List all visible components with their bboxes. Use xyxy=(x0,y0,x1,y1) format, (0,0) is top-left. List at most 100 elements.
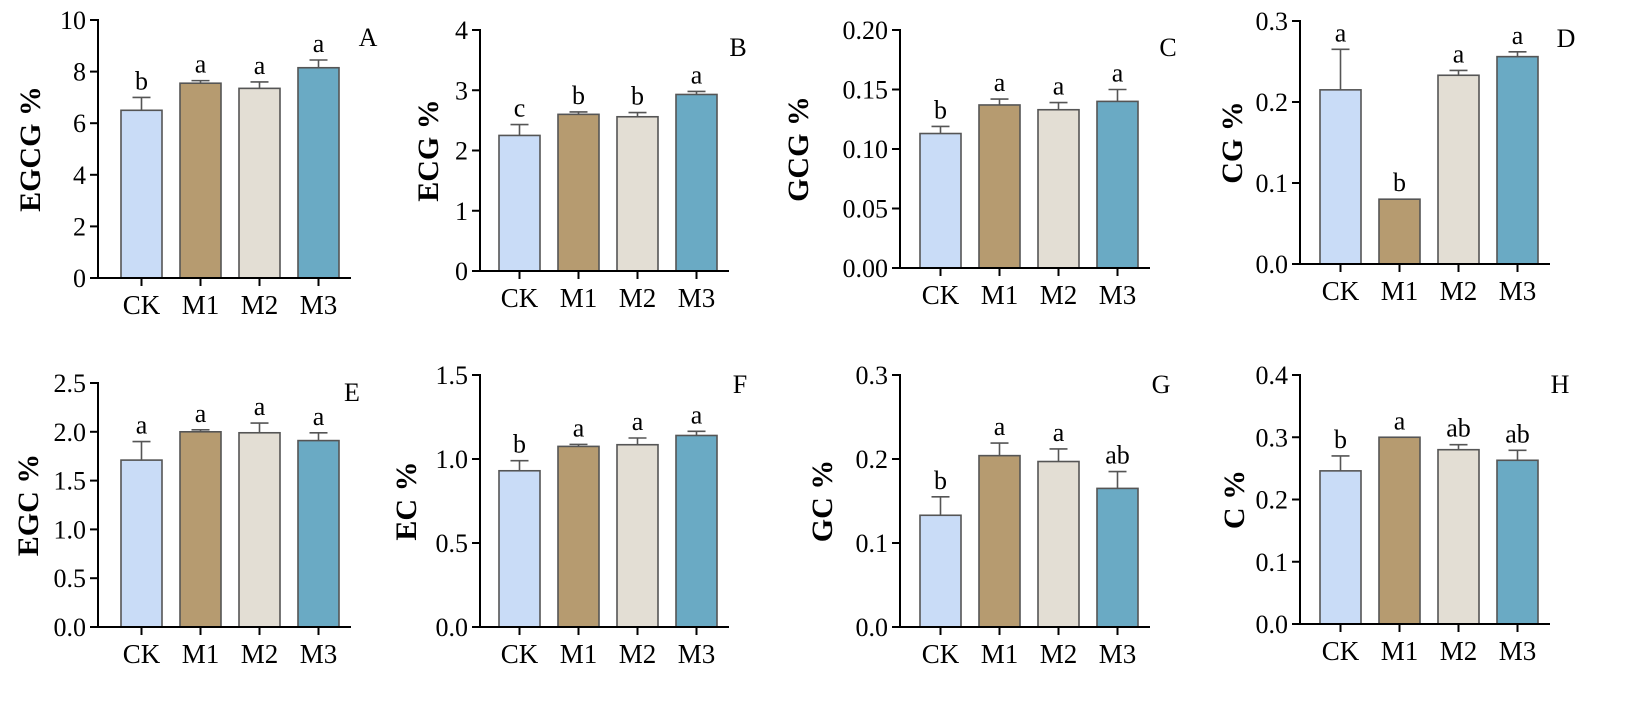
panel-b-xtick-label: CK xyxy=(501,283,539,313)
panel-a-xtick-label: M2 xyxy=(241,290,279,320)
panel-e-bar-m1 xyxy=(179,430,222,628)
panel-c-sig-letter-ck: b xyxy=(934,95,947,124)
panel-c-bar-m3 xyxy=(1096,100,1139,269)
panel-g-xtick-label: M1 xyxy=(981,639,1019,669)
panel-d-ytick-label: 0.3 xyxy=(1256,7,1289,36)
panel-a-bar-ck xyxy=(120,109,163,279)
panel-f-ytick-label: 0.0 xyxy=(436,613,469,642)
panel-f-sig-letter-m2: a xyxy=(632,407,644,436)
panel-c-bar-ck xyxy=(919,132,962,269)
panel-d-y-label: CG % xyxy=(1216,101,1249,184)
panel-d-xtick-label: M3 xyxy=(1499,276,1537,306)
panel-g-xtick-label: CK xyxy=(922,639,960,669)
panel-h-y-label: C % xyxy=(1218,470,1251,529)
panel-a-ytick-label: 0 xyxy=(73,264,86,293)
panel-a-xtick-label: M3 xyxy=(300,290,338,320)
panel-g-bar-m1 xyxy=(978,454,1021,628)
panel-d-ytick-label: 0.2 xyxy=(1256,88,1289,117)
panel-g-bar-ck xyxy=(919,514,962,628)
panel-h-sig-letter-m2: ab xyxy=(1446,414,1471,443)
panel-g-sig-letter-m1: a xyxy=(994,412,1006,441)
panel-e-sig-letter-ck: a xyxy=(136,411,148,440)
panel-h-ytick-label: 0.1 xyxy=(1256,548,1289,577)
panel-f-xtick-label: M3 xyxy=(678,639,716,669)
panel-b-sig-letter-m3: a xyxy=(691,60,703,89)
panel-e-bar-m3 xyxy=(297,439,340,628)
panel-f-y-label: EC % xyxy=(390,461,423,540)
panel-b-sig-letter-m2: b xyxy=(631,82,644,111)
panel-e-bar-m2 xyxy=(238,431,281,628)
panel-c-sig-letter-m1: a xyxy=(994,68,1006,97)
panel-a-ytick-label: 2 xyxy=(73,212,86,241)
panel-a-sig-letter-m2: a xyxy=(254,51,266,80)
panel-h-bar-m3 xyxy=(1496,459,1539,625)
panel-g-chart: 0.0 0.1 0.2 0.3 b CK a M1 a M2 ab M3 GC % G xyxy=(806,361,1170,669)
panel-h-bar-m2 xyxy=(1437,448,1480,625)
panel-a-ytick-label: 10 xyxy=(60,6,86,35)
panel-h-xtick-label: M1 xyxy=(1381,636,1419,666)
panel-d-chart: 0.0 0.1 0.2 0.3 a CK b M1 a M2 a M3 CG % D xyxy=(1216,7,1575,306)
panel-e-y-label: EGC % xyxy=(12,454,45,557)
panel-f-sig-letter-m3: a xyxy=(691,400,703,429)
panel-d-bar-ck xyxy=(1319,89,1362,265)
panel-d-sig-letter-m3: a xyxy=(1512,21,1524,50)
panel-f-xtick-label: M1 xyxy=(560,639,598,669)
panel-a-sig-letter-ck: b xyxy=(135,66,148,95)
panel-c-ytick-label: 0.20 xyxy=(843,16,889,45)
panel-d-panel-letter: D xyxy=(1557,24,1576,53)
panel-f-bar-m2 xyxy=(616,443,659,628)
panel-f-ytick-label: 0.5 xyxy=(436,529,469,558)
panel-e-ytick-label: 0.5 xyxy=(54,564,87,593)
panel-f-xtick-label: M2 xyxy=(619,639,657,669)
panel-f-ytick-label: 1.0 xyxy=(436,445,469,474)
panel-d-bar-m2 xyxy=(1437,74,1480,265)
panel-d-sig-letter-m2: a xyxy=(1453,39,1465,68)
panel-c-ytick-label: 0.00 xyxy=(843,254,889,283)
panel-g-ytick-label: 0.2 xyxy=(856,445,889,474)
panel-e-xtick-label: CK xyxy=(123,639,161,669)
panel-b-xtick-label: M3 xyxy=(678,283,716,313)
panel-h-ytick-label: 0.0 xyxy=(1256,610,1289,639)
panel-h-sig-letter-m1: a xyxy=(1394,406,1406,435)
panel-f-bar-m3 xyxy=(675,434,718,628)
panel-f-panel-letter: F xyxy=(733,370,747,399)
panel-d-xtick-label: CK xyxy=(1322,276,1360,306)
panel-f-bar-ck xyxy=(498,469,541,628)
panel-b-chart: 0 1 2 3 4 c CK b M1 b M2 a M3 ECG % B xyxy=(412,16,747,313)
panel-h-ytick-label: 0.3 xyxy=(1256,423,1289,452)
panel-g-xtick-label: M2 xyxy=(1040,639,1078,669)
panel-a-ytick-label: 4 xyxy=(73,161,86,190)
panel-c-ytick-label: 0.15 xyxy=(843,76,889,105)
panel-f-sig-letter-ck: b xyxy=(513,430,526,459)
panel-f-ytick-label: 1.5 xyxy=(436,361,469,390)
panel-d-sig-letter-m1: b xyxy=(1393,168,1406,197)
panel-b-panel-letter: B xyxy=(729,33,746,62)
panel-a-bar-m3 xyxy=(297,66,340,279)
panel-e-bar-ck xyxy=(120,459,163,628)
panel-g-sig-letter-m3: ab xyxy=(1105,441,1130,470)
panel-g-ytick-label: 0.0 xyxy=(856,613,889,642)
panel-g-bar-m3 xyxy=(1096,487,1139,628)
panel-f-xtick-label: CK xyxy=(501,639,539,669)
panel-g-sig-letter-m2: a xyxy=(1053,418,1065,447)
panel-b-bar-m3 xyxy=(675,93,718,272)
panel-e-sig-letter-m1: a xyxy=(195,399,207,428)
panel-e-chart: 0.0 0.5 1.0 1.5 2.0 2.5 a CK a M1 a M2 a M3 EGC % E xyxy=(12,369,360,669)
panel-b-y-label: ECG % xyxy=(412,99,445,202)
panel-b-ytick-label: 4 xyxy=(455,16,468,45)
panel-h-xtick-label: M3 xyxy=(1499,636,1537,666)
panel-e-sig-letter-m3: a xyxy=(313,402,325,431)
panel-b-ytick-label: 2 xyxy=(455,137,468,166)
panel-c-xtick-label: M1 xyxy=(981,280,1019,310)
panel-c-bar-m1 xyxy=(978,104,1021,269)
panel-a-ytick-label: 6 xyxy=(73,109,86,138)
panel-d-ytick-label: 0.0 xyxy=(1256,250,1289,279)
panel-b-ytick-label: 0 xyxy=(455,257,468,286)
panel-e-ytick-label: 2.0 xyxy=(54,418,87,447)
panel-g-panel-letter: G xyxy=(1152,370,1171,399)
panel-c-chart: 0.00 0.05 0.10 0.15 0.20 b CK a M1 a M2 a M3 GCG % C xyxy=(782,16,1177,310)
panel-c-xtick-label: M3 xyxy=(1099,280,1137,310)
panel-a-y-label: EGCG % xyxy=(14,86,47,212)
panel-e-xtick-label: M2 xyxy=(241,639,279,669)
